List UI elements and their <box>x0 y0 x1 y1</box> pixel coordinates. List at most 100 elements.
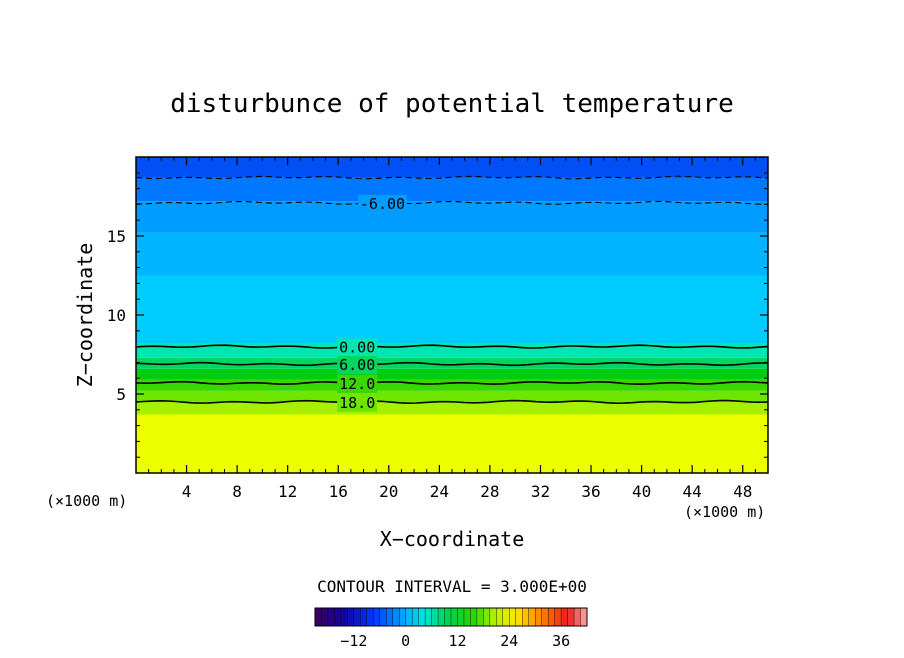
colorbar-cell <box>496 607 504 627</box>
contour-label-3: 6.00 <box>339 356 375 374</box>
colorbar-cell <box>334 607 342 627</box>
contour-band-1 <box>136 401 768 415</box>
colorbar-cell <box>515 607 523 627</box>
colorbar-cell <box>502 607 510 627</box>
y-axis-label: Z−coordinate <box>73 243 97 388</box>
colorbar-cell <box>437 607 446 627</box>
colorbar-cells <box>314 607 588 627</box>
colorbar-cell <box>573 607 582 627</box>
colorbar-cell <box>547 607 556 627</box>
colorbar-tick-label-36: 36 <box>552 632 570 650</box>
colorbar: −12 0 12 24 36 <box>314 607 588 650</box>
colorbar-cell <box>431 607 439 627</box>
y-tick-label-10: 10 <box>107 306 126 325</box>
colorbar-tick-label-0: 0 <box>401 632 410 650</box>
contour-line-1 <box>135 200 769 205</box>
x-tick-label-4: 4 <box>182 482 192 501</box>
y-axis-ticks: 5 10 15 <box>107 172 768 458</box>
colorbar-cell <box>398 607 407 627</box>
contour-interval-label: CONTOUR INTERVAL = 3.000E+00 <box>317 577 587 596</box>
colorbar-cell <box>554 607 562 627</box>
colorbar-cell <box>321 607 329 627</box>
colorbar-cell <box>463 607 471 627</box>
colorbar-cell <box>347 607 355 627</box>
contour-line-3 <box>135 361 768 367</box>
contour-band-9 <box>136 201 768 233</box>
x-axis-ticks: 4 8 12 16 20 24 28 32 36 40 44 48 <box>148 157 756 501</box>
colorbar-cell <box>366 607 374 627</box>
x-tick-label-48: 48 <box>733 482 752 501</box>
x-tick-label-24: 24 <box>430 482 449 501</box>
x-tick-label-16: 16 <box>329 482 348 501</box>
contour-band-11 <box>136 157 768 178</box>
contour-line-5 <box>135 399 769 405</box>
colorbar-cell <box>314 607 322 627</box>
chart-title: disturbunce of potential temperature <box>170 89 734 119</box>
contour-line-2 <box>135 344 769 349</box>
colorbar-cell <box>418 607 426 627</box>
contour-label-bg-3 <box>337 355 378 374</box>
colorbar-cell <box>450 607 458 627</box>
colorbar-frame <box>314 607 588 627</box>
colorbar-cell <box>444 607 452 627</box>
filled-bands <box>136 157 768 473</box>
contour-label-4: 12.0 <box>339 375 375 393</box>
contour-label-1: -6.00 <box>360 195 405 213</box>
colorbar-cell <box>327 607 335 627</box>
colorbar-cell <box>528 607 536 627</box>
y-tick-label-5: 5 <box>116 385 126 404</box>
x-tick-label-28: 28 <box>480 482 499 501</box>
x-tick-label-20: 20 <box>379 482 398 501</box>
contour-label-bg-5 <box>337 393 378 412</box>
colorbar-tick-label-24: 24 <box>500 632 518 650</box>
colorbar-cell <box>405 607 413 627</box>
colorbar-cell <box>470 607 478 627</box>
contour-band-3 <box>136 379 768 391</box>
colorbar-ticks: −12 0 12 24 36 <box>340 632 570 650</box>
colorbar-cell <box>379 607 387 627</box>
contour-line-0 <box>135 175 769 180</box>
colorbar-cell <box>560 607 569 627</box>
colorbar-cell <box>541 607 549 627</box>
contour-band-4 <box>136 368 768 380</box>
x-tick-label-32: 32 <box>531 482 550 501</box>
colorbar-cell <box>483 607 491 627</box>
colorbar-cell <box>424 607 433 627</box>
contour-band-0 <box>136 414 768 473</box>
x-unit-left: (×1000 m) <box>46 492 127 510</box>
contour-line-4 <box>135 380 769 385</box>
colorbar-cell <box>360 607 368 627</box>
contour-label-5: 18.0 <box>339 394 375 412</box>
colorbar-tick-label-12: 12 <box>448 632 466 650</box>
x-tick-label-12: 12 <box>278 482 297 501</box>
x-tick-label-44: 44 <box>683 482 702 501</box>
colorbar-cell <box>386 607 394 627</box>
contour-band-10 <box>136 177 768 202</box>
colorbar-cell <box>340 607 348 627</box>
contour-band-5 <box>136 357 768 369</box>
colorbar-cell <box>457 607 465 627</box>
contour-label-bg-4 <box>337 374 378 393</box>
colorbar-cell <box>373 607 381 627</box>
x-axis-label: X−coordinate <box>380 527 525 551</box>
colorbar-cell <box>476 607 484 627</box>
colorbar-cell <box>580 607 588 627</box>
x-tick-label-36: 36 <box>581 482 600 501</box>
colorbar-cell <box>534 607 543 627</box>
colorbar-cell <box>392 607 400 627</box>
colorbar-cell <box>353 607 361 627</box>
colorbar-cell <box>411 607 420 627</box>
x-tick-label-8: 8 <box>232 482 242 501</box>
contour-band-2 <box>136 390 768 402</box>
x-unit-right: (×1000 m) <box>684 503 765 521</box>
contour-band-8 <box>136 232 768 276</box>
x-tick-label-40: 40 <box>632 482 651 501</box>
colorbar-cell <box>522 607 530 627</box>
colorbar-cell <box>567 607 575 627</box>
contour-band-7 <box>136 275 768 344</box>
y-tick-label-15: 15 <box>107 227 126 246</box>
colorbar-cell <box>489 607 497 627</box>
